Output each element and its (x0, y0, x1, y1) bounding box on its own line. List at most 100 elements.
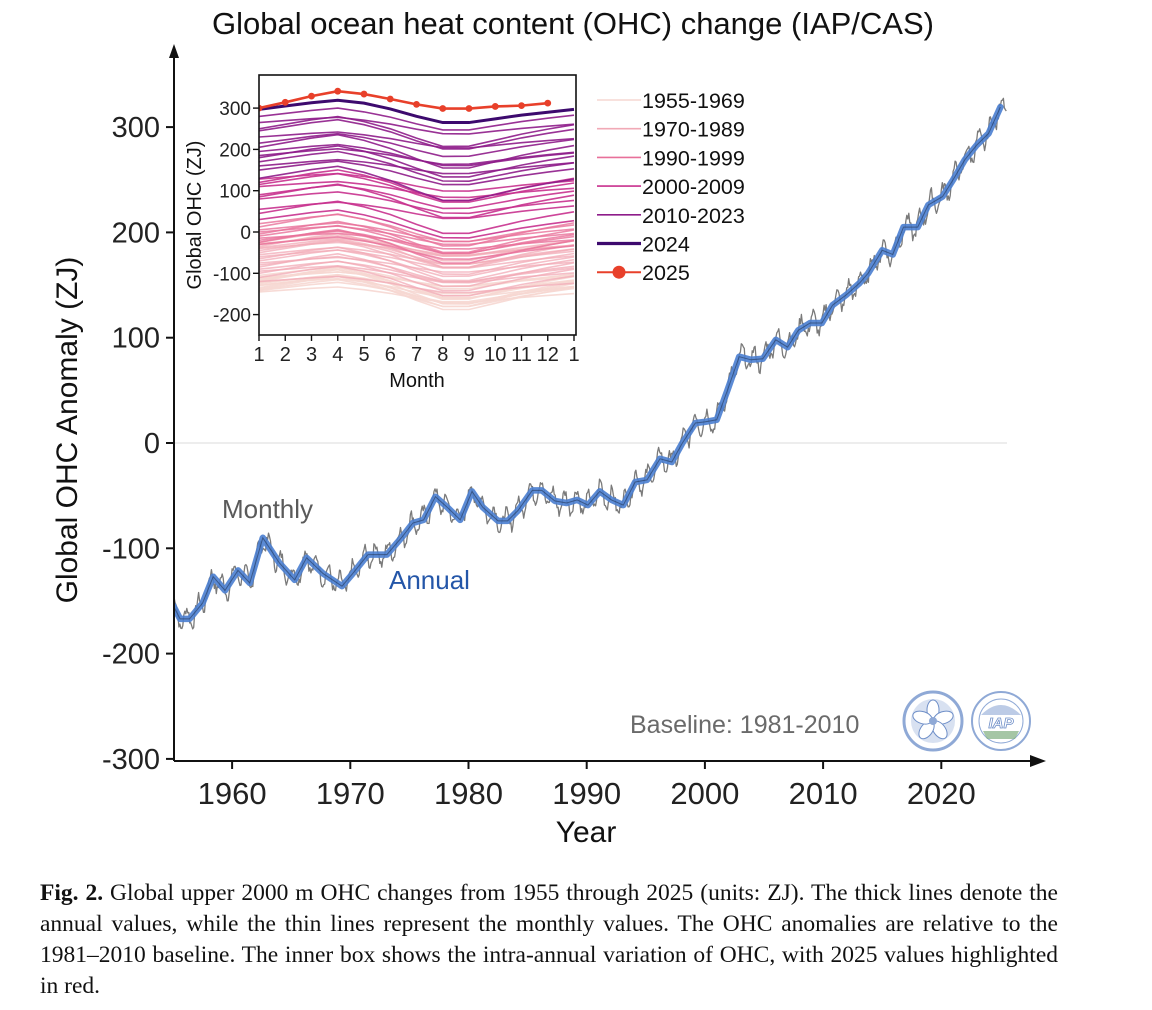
inset-line-1970-1989 (259, 260, 575, 292)
inset-line-2010-2023 (259, 107, 575, 131)
inset-line-2010-2023 (259, 158, 575, 175)
y-axis-arrow-icon (169, 44, 179, 58)
inset-x-tick-label: 1 (568, 344, 579, 366)
inset-line-2000-2009 (259, 184, 575, 210)
monthly-label: Monthly (222, 494, 313, 524)
inset-line-1970-1989 (259, 232, 575, 269)
y-tick-label: -200 (102, 639, 160, 671)
inset-point-2025 (465, 105, 473, 112)
inset-line-1970-1989 (259, 260, 575, 283)
y-tick-label: 100 (112, 323, 160, 355)
inset-line-1990-1999 (259, 213, 575, 243)
inset-line-1955-1969 (259, 281, 575, 303)
inset-line-2010-2023 (259, 133, 575, 169)
svg-text:IAP: IAP (988, 715, 1014, 732)
inset-y-label: Global OHC (ZJ) (184, 141, 206, 290)
inset-x-tick-label: 12 (537, 344, 559, 366)
inset-y-tick-label: 200 (219, 140, 251, 161)
inset-line-2000-2009 (259, 172, 575, 192)
x-tick-label: 1970 (316, 776, 385, 811)
legend-label: 2025 (642, 261, 690, 285)
inset-line-2010-2023 (259, 145, 575, 178)
legend-label: 1970-1989 (642, 118, 745, 142)
inset-x-tick-label: 10 (484, 344, 506, 366)
inset-line-2010-2023 (259, 118, 575, 150)
inset-y-tick-label: 0 (240, 223, 251, 244)
inset-line-1970-1989 (259, 249, 575, 278)
inset-point-2025 (281, 98, 289, 106)
x-axis-arrow-icon (1030, 755, 1046, 767)
inset-point-2025 (491, 103, 499, 110)
main-axes: -300 -200 -100 0 100 200 300 1 9 6 0 1970 1980 1990 20… (102, 44, 1046, 811)
inset-line-2010-2023 (259, 131, 575, 149)
inset-frame (258, 74, 577, 336)
y-tick-label: -100 (102, 533, 160, 565)
legend-label: 1955-1969 (642, 89, 745, 113)
figure-caption: Fig. 2. Global upper 2000 m OHC changes … (40, 878, 1058, 1002)
inset-line-1970-1989 (259, 265, 575, 297)
y-tick-label: 200 (112, 217, 160, 249)
inset-y-tick-label: -100 (213, 264, 251, 285)
inset-line-2000-2009 (259, 201, 575, 220)
legend-label: 1990-1999 (642, 146, 745, 170)
inset-line-1990-1999 (259, 236, 575, 261)
inset-x-tick-label: 7 (411, 344, 422, 366)
inset-point-2025 (259, 104, 263, 112)
inset-x-tick-label: 3 (306, 344, 317, 366)
ohc-figure: Global ocean heat content (OHC) change (… (51, 6, 1046, 849)
inset-line-2010-2023 (259, 116, 575, 135)
caption-text: Global upper 2000 m OHC changes from 195… (40, 880, 1058, 999)
inset-x-tick-label: 6 (385, 344, 396, 366)
annual-label: Annual (389, 565, 470, 595)
inset-x-tick-label: 11 (511, 344, 532, 366)
inset-x-tick-label: 2 (280, 344, 291, 366)
y-tick-label: 300 (112, 112, 160, 144)
inset-point-2025 (386, 95, 394, 103)
inset-line-2010-2023 (259, 160, 575, 186)
inset-line-1955-1969 (259, 268, 575, 305)
inset-line-2010-2023 (259, 132, 575, 158)
inset-x-tick-label: 4 (332, 344, 343, 366)
y-tick-label: -300 (102, 744, 160, 776)
inset-y-tick-label: -200 (213, 306, 251, 327)
inset-point-2025 (308, 92, 315, 100)
inset-line-1970-1989 (259, 249, 575, 269)
legend-label: 2010-2023 (642, 204, 745, 228)
inset-point-2025 (439, 105, 447, 112)
x-tick-label: 1980 (434, 776, 503, 811)
inset-line-2000-2009 (259, 172, 575, 203)
inset-line-1955-1969 (259, 275, 575, 311)
cas-logo (902, 690, 964, 752)
x-tick-label: 1990 (552, 776, 621, 811)
inset-line-2025 (259, 89, 548, 110)
inset-line-2000-2009 (259, 209, 575, 239)
x-tick-label: 2010 (789, 776, 858, 811)
inset-point-2025 (360, 90, 368, 98)
inset-line-2010-2023 (259, 150, 575, 183)
inset-line-2000-2009 (259, 191, 575, 215)
inset-line-1970-1989 (259, 256, 575, 273)
legend-label: 2024 (642, 233, 690, 257)
inset-y-tick-label: 300 (219, 99, 251, 120)
inset-x-tick-label: 9 (463, 344, 474, 366)
baseline-label: Baseline: 1981-2010 (630, 711, 859, 739)
x-tick-label: 2020 (907, 776, 976, 811)
y-tick-label: 0 (144, 428, 160, 460)
inset-point-2025 (544, 99, 552, 107)
inset-point-2025 (334, 87, 342, 95)
y-axis-label: Global OHC Anomaly (ZJ) (51, 257, 84, 604)
caption-label: Fig. 2. (40, 880, 104, 906)
x-axis-label: Year (556, 816, 617, 849)
inset-line-1970-1989 (259, 246, 575, 282)
x-tick-label: 2000 (670, 776, 739, 811)
inset-x-tick-label: 8 (437, 344, 448, 366)
iap-logo: IAP (971, 691, 1031, 751)
inset-y-tick-label: 100 (219, 182, 251, 203)
inset-point-2025 (413, 100, 420, 108)
inset-x-label: Month (389, 370, 445, 392)
inset-x-tick-label: 5 (358, 344, 369, 366)
inset-line-1970-1989 (259, 239, 575, 269)
legend-marker-icon (612, 265, 626, 279)
legend: 1955-1969 1970-1989 1990-1999 2000-2009 2010… (597, 89, 745, 285)
